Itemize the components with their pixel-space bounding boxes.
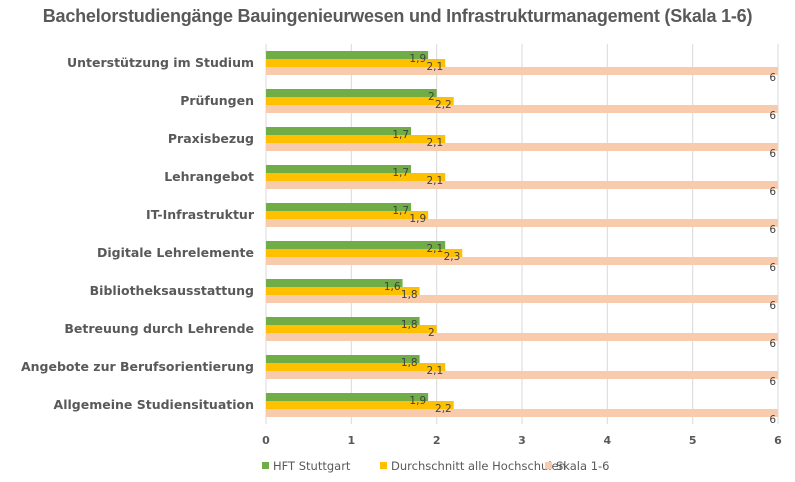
bars [266, 51, 778, 417]
bar [266, 51, 429, 59]
legend-label: HFT Stuttgart [273, 459, 351, 473]
bar [266, 173, 446, 181]
bar [266, 181, 778, 189]
category-label: Betreuung durch Lehrende [64, 321, 254, 336]
data-label: 6 [769, 224, 776, 236]
data-label: 1,9 [409, 213, 426, 225]
bar [266, 257, 778, 265]
bar [266, 249, 463, 257]
legend-label: Skala 1-6 [556, 459, 610, 473]
category-label: IT-Infrastruktur [146, 207, 255, 222]
bar [266, 241, 446, 249]
legend-label: Durchschnitt alle Hochschulen [391, 459, 566, 473]
legend-swatch [545, 462, 552, 469]
x-tick-label: 0 [262, 434, 270, 447]
chart-title: Bachelorstudiengänge Bauingenieurwesen u… [42, 6, 753, 26]
category-label: Angebote zur Berufsorientierung [21, 359, 254, 374]
x-tick-label: 3 [518, 434, 526, 447]
bar [266, 67, 778, 75]
data-label: 6 [769, 300, 776, 312]
bar [266, 401, 454, 409]
data-label: 2,1 [426, 243, 443, 255]
data-label: 6 [769, 262, 776, 274]
data-labels: 1,92,1622,261,72,161,72,161,71,962,12,36… [384, 53, 776, 426]
data-label: 1,7 [392, 129, 409, 141]
bar [266, 59, 446, 67]
data-label: 2,3 [444, 251, 461, 263]
bar [266, 317, 420, 325]
bar [266, 287, 420, 295]
category-label: Allgemeine Studiensituation [54, 397, 254, 412]
bar [266, 89, 437, 97]
data-label: 6 [769, 148, 776, 160]
x-tick-labels: 0 1 2 3 4 5 6 [262, 434, 782, 447]
bar [266, 135, 446, 143]
data-label: 2,2 [435, 99, 452, 111]
data-label: 6 [769, 376, 776, 388]
category-labels: Unterstützung im Studium Prüfungen Praxisb… [21, 55, 255, 412]
x-tick-label: 5 [689, 434, 697, 447]
bar [266, 333, 778, 341]
bar [266, 393, 429, 401]
data-label: 6 [769, 414, 776, 426]
bar [266, 325, 437, 333]
legend-swatch [262, 462, 269, 469]
bar [266, 105, 778, 113]
bar [266, 355, 420, 363]
bar [266, 409, 778, 417]
x-tick-label: 6 [774, 434, 782, 447]
data-label: 1,9 [409, 395, 426, 407]
category-label: Praxisbezug [168, 131, 254, 146]
legend: HFT Stuttgart Durchschnitt alle Hochschul… [262, 459, 610, 473]
x-tick-label: 1 [348, 434, 356, 447]
data-label: 1,9 [409, 53, 426, 65]
data-label: 2,1 [426, 175, 443, 187]
legend-swatch [380, 462, 387, 469]
data-label: 6 [769, 338, 776, 350]
bar [266, 295, 778, 303]
bar [266, 165, 412, 173]
data-label: 2 [428, 327, 435, 339]
category-label: Lehrangebot [164, 169, 254, 184]
data-label: 2,1 [426, 365, 443, 377]
x-tick-label: 2 [433, 434, 441, 447]
bar [266, 279, 403, 287]
data-label: 6 [769, 110, 776, 122]
bar [266, 219, 778, 227]
category-label: Digitale Lehrelemente [97, 245, 254, 260]
bar [266, 363, 446, 371]
data-label: 2,2 [435, 403, 452, 415]
data-label: 1,7 [392, 167, 409, 179]
bar [266, 97, 454, 105]
x-tick-label: 4 [604, 434, 612, 447]
data-label: 1,8 [401, 319, 418, 331]
category-label: Unterstützung im Studium [67, 55, 254, 70]
category-label: Prüfungen [180, 93, 254, 108]
category-label: Bibliotheksausstattung [90, 283, 254, 298]
data-label: 1,6 [384, 281, 401, 293]
data-label: 1,8 [401, 289, 418, 301]
data-label: 2,1 [426, 61, 443, 73]
data-label: 1,8 [401, 357, 418, 369]
bar [266, 203, 412, 211]
bar [266, 143, 778, 151]
bar [266, 211, 429, 219]
bar [266, 127, 412, 135]
data-label: 6 [769, 186, 776, 198]
data-label: 1,7 [392, 205, 409, 217]
data-label: 2 [428, 91, 435, 103]
data-label: 6 [769, 72, 776, 84]
data-label: 2,1 [426, 137, 443, 149]
bar [266, 371, 778, 379]
